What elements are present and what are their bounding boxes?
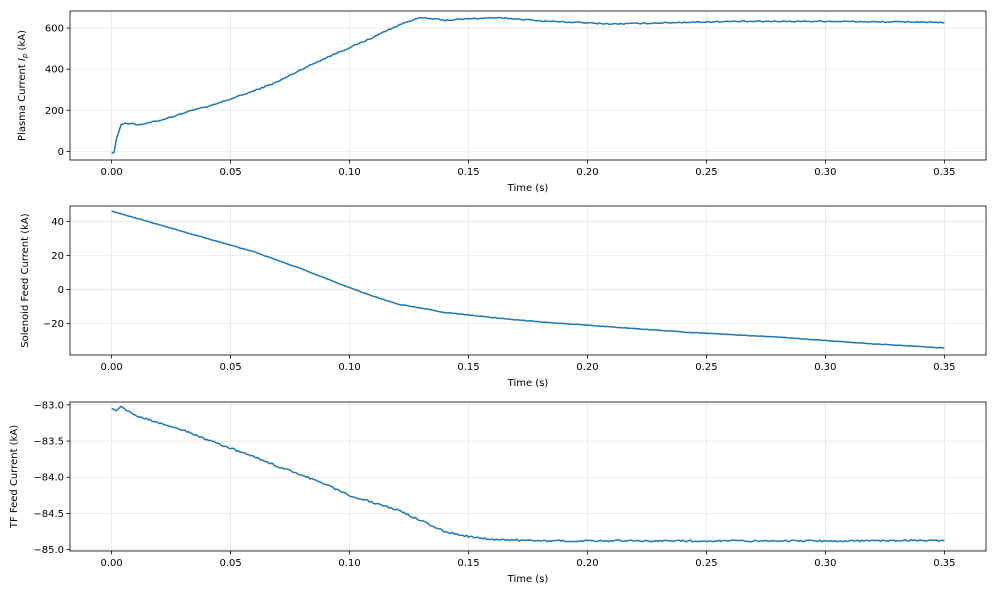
y-tick-label: 20: [51, 251, 64, 262]
x-tick-label: 0.20: [576, 558, 598, 569]
axes-frame: [69, 401, 987, 552]
chart-panel-3: 0.00 0.05 0.10 0.15 0.20 0.25 0.30 0.35 −85.0 −84…: [9, 400, 987, 585]
y-tick-label: −83.5: [33, 437, 64, 448]
y-tick-label: 40: [51, 217, 64, 228]
chart-panel-2: 0.00 0.05 0.10 0.15 0.20 0.25 0.30 0.35 −20 0 20 40…: [20, 205, 987, 389]
x-tick-label: 0.30: [814, 558, 836, 569]
x-axis-label: Time (s): [507, 378, 549, 389]
x-axis-label: Time (s): [507, 574, 549, 585]
y-tick-label: −20: [43, 319, 64, 330]
x-tick-label: 0.00: [101, 167, 123, 178]
x-tick-label: 0.05: [219, 558, 241, 569]
x-tick-label: 0.05: [219, 362, 241, 373]
x-tick-label: 0.15: [457, 167, 479, 178]
x-tick-label: 0.30: [814, 362, 836, 373]
chart-panel-1: 0.00 0.05 0.10 0.15 0.20 0.25 0.30 0.35 0 200 400 6…: [17, 10, 987, 194]
y-tick-label: −84.5: [33, 509, 64, 520]
y-tick-label: 0: [58, 147, 64, 158]
x-tick-label: 0.25: [695, 167, 717, 178]
y-axis-label-subscript: p: [21, 53, 29, 59]
x-tick-label: 0.20: [576, 362, 598, 373]
x-tick-label: 0.10: [338, 558, 360, 569]
x-tick-label: 0.10: [338, 167, 360, 178]
axes-frame: [69, 10, 987, 161]
y-axis-label-main: Plasma Current: [17, 61, 28, 141]
y-tick-label: −84.0: [33, 473, 64, 484]
y-axis-label: TF Feed Current (kA): [9, 425, 20, 529]
x-tick-label: 0.30: [814, 167, 836, 178]
x-tick-label: 0.15: [457, 558, 479, 569]
x-tick-label: 0.35: [933, 558, 955, 569]
series-line: [111, 405, 945, 543]
y-axis-label: Solenoid Feed Current (kA): [20, 213, 31, 347]
x-tick-label: 0.05: [219, 167, 241, 178]
series-line: [111, 16, 945, 155]
x-tick-label: 0.35: [933, 362, 955, 373]
x-tick-label: 0.25: [695, 362, 717, 373]
x-tick-label: 0.20: [576, 167, 598, 178]
y-tick-label: −83.0: [33, 400, 64, 411]
y-tick-label: −85.0: [33, 545, 64, 556]
y-axis-label: Plasma Current Ip (kA): [17, 30, 29, 141]
y-tick-label: 600: [45, 24, 64, 35]
x-tick-label: 0.35: [933, 167, 955, 178]
y-axis-label-unit: (kA): [17, 30, 28, 54]
x-tick-label: 0.15: [457, 362, 479, 373]
x-tick-label: 0.25: [695, 558, 717, 569]
x-tick-label: 0.10: [338, 362, 360, 373]
series-line: [111, 210, 945, 349]
x-tick-label: 0.00: [101, 558, 123, 569]
x-tick-label: 0.00: [101, 362, 123, 373]
y-tick-label: 0: [58, 285, 64, 296]
y-tick-label: 400: [45, 65, 64, 76]
y-tick-label: 200: [45, 106, 64, 117]
axes-frame: [69, 205, 987, 356]
y-axis-label-symbol: I: [17, 58, 28, 61]
x-axis-label: Time (s): [507, 183, 549, 194]
